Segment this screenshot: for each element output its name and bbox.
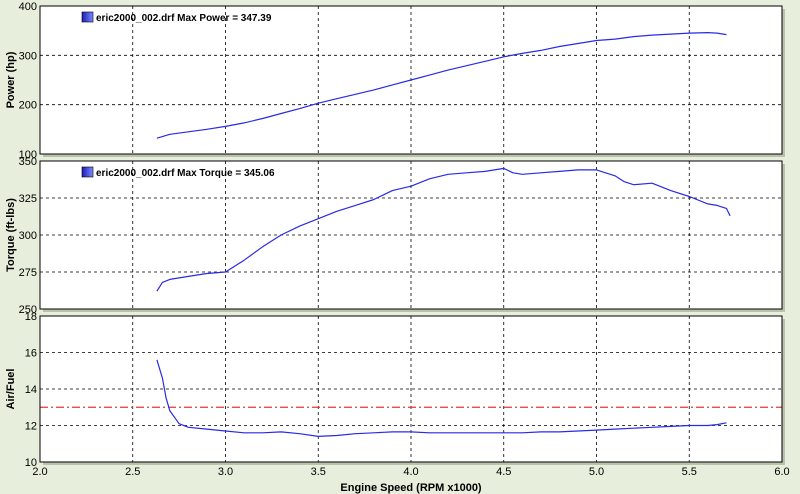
chart-panel-afr: 10 12 14 16 18 Air/Fuel 2.0 2.5 3.0 3.5 4.0 4.5 5.0 5…	[5, 311, 790, 494]
y-tick-label: 16	[25, 348, 37, 360]
legend-entry: eric2000_002.drf Max Power = 347.39	[96, 13, 272, 24]
series-line-torque	[156, 167, 731, 292]
y-tick-label: 18	[25, 311, 37, 323]
x-tick-label: 5.0	[589, 466, 604, 478]
y-axis-label: Torque (ft-lbs)	[5, 198, 17, 272]
y-tick-label: 325	[19, 193, 37, 205]
y-tick-label: 200	[19, 100, 37, 112]
y-tick-label: 400	[19, 1, 37, 13]
x-tick-label: 4.0	[403, 466, 418, 478]
y-tick-label: 250	[19, 304, 37, 316]
y-tick-label: 275	[19, 267, 37, 279]
x-tick-label: 6.0	[774, 466, 789, 478]
x-axis-label: Engine Speed (RPM x1000)	[340, 482, 482, 494]
plot-border	[39, 315, 783, 463]
chart-panel-torque: 250 275 300 325 350 Torque (ft-lbs) eric2000_0…	[5, 156, 785, 316]
y-tick-label: 10	[25, 457, 37, 469]
x-tick-label: 5.5	[682, 466, 697, 478]
y-tick-label: 300	[19, 50, 37, 62]
x-tick-label: 2.5	[125, 466, 140, 478]
y-tick-label: 14	[25, 384, 37, 396]
series-line-power	[156, 31, 727, 139]
y-tick-label: 100	[19, 149, 37, 161]
y-axis-label: Air/Fuel	[5, 369, 17, 410]
plot-border	[39, 5, 783, 155]
plot-border	[39, 160, 783, 310]
legend-entry: eric2000_002.drf Max Torque = 345.06	[96, 168, 275, 179]
x-tick-label: 2.0	[32, 466, 47, 478]
x-tick-label: 4.5	[496, 466, 511, 478]
y-tick-label: 300	[19, 230, 37, 242]
x-tick-label: 3.0	[218, 466, 233, 478]
x-tick-label: 3.5	[311, 466, 326, 478]
y-axis-label: Power (hp)	[5, 51, 17, 108]
y-tick-label: 350	[19, 156, 37, 168]
y-tick-label: 12	[25, 421, 37, 433]
legend-swatch	[81, 11, 94, 23]
series-line-afr	[156, 359, 727, 437]
legend-swatch	[81, 166, 94, 178]
chart-panel-power: 100 200 300 400 Power (hp) eric2000_002.drf M…	[5, 1, 785, 161]
